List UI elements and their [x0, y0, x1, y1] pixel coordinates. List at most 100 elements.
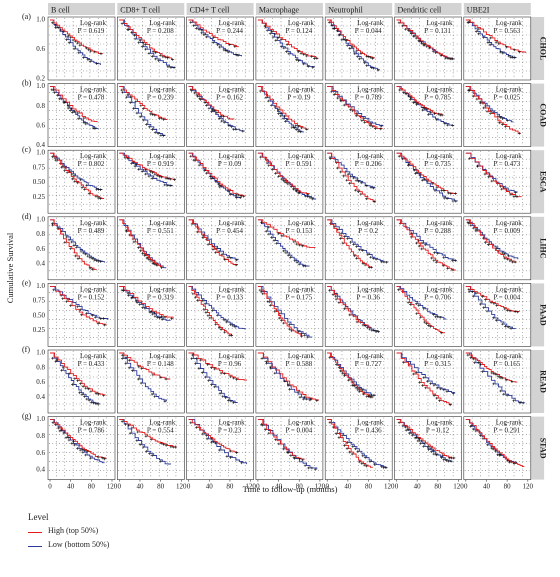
censor-mark: [279, 38, 283, 41]
censor-mark: [287, 52, 291, 56]
censor-mark: [220, 119, 224, 123]
censor-mark: [141, 118, 145, 122]
censor-mark: [94, 392, 98, 395]
y-tick-label: 1.0: [36, 282, 45, 290]
x-tick-label: 40: [483, 483, 491, 491]
censor-mark: [131, 161, 135, 164]
censor-mark: [339, 237, 342, 240]
censor-mark: [96, 402, 100, 406]
censor-mark: [229, 323, 233, 326]
censor-mark: [450, 456, 453, 460]
censor-mark: [404, 428, 408, 432]
censor-mark: [501, 322, 504, 326]
censor-mark: [153, 314, 157, 318]
censor-mark: [367, 55, 371, 59]
censor-mark: [341, 241, 345, 245]
censor-mark: [360, 462, 364, 465]
censor-mark: [260, 357, 264, 360]
censor-mark: [131, 295, 134, 299]
censor-mark: [452, 456, 456, 460]
high-group-curve: [327, 86, 383, 129]
censor-mark: [268, 32, 272, 35]
censor-mark: [423, 320, 426, 324]
censor-mark: [436, 386, 439, 390]
censor-mark: [54, 26, 57, 29]
censor-mark: [82, 56, 85, 59]
test-label: Log-rank: [149, 219, 176, 227]
censor-mark: [96, 455, 100, 459]
censor-mark: [259, 422, 263, 426]
censor-mark: [407, 162, 410, 166]
censor-mark: [429, 446, 433, 450]
censor-mark: [141, 252, 145, 255]
censor-mark: [194, 362, 197, 365]
censor-mark: [222, 48, 226, 52]
censor-mark: [215, 111, 219, 114]
censor-mark: [353, 52, 357, 56]
censor-mark: [355, 55, 359, 58]
censor-mark: [472, 357, 475, 361]
censor-mark: [506, 119, 509, 122]
low-group-curve: [257, 419, 318, 470]
censor-mark: [128, 101, 132, 105]
censor-mark: [429, 110, 433, 114]
censor-mark: [412, 372, 415, 376]
censor-mark: [424, 386, 427, 390]
censor-mark: [357, 179, 360, 183]
censor-mark: [336, 166, 339, 170]
censor-mark: [198, 97, 202, 100]
censor-mark: [61, 297, 65, 300]
censor-mark: [209, 177, 213, 180]
censor-mark: [150, 392, 154, 396]
censor-mark: [369, 56, 373, 59]
censor-mark: [304, 264, 307, 268]
p-value-label: P = 0.563: [493, 27, 520, 35]
censor-mark: [159, 376, 163, 379]
p-value-label: P = 0.004: [285, 427, 312, 435]
censor-mark: [451, 199, 455, 203]
censor-mark: [368, 327, 371, 331]
column-headers: B cell CD8+ T cell CD4+ T cell Macrophage Ne…: [48, 3, 531, 15]
censor-mark: [54, 23, 57, 27]
censor-mark: [161, 55, 165, 59]
censor-mark: [418, 381, 422, 384]
censor-mark: [430, 182, 434, 186]
censor-mark: [446, 123, 449, 127]
censor-mark: [327, 20, 331, 24]
censor-mark: [420, 247, 424, 251]
p-value-label: P = 0.09: [218, 160, 242, 168]
censor-mark: [205, 35, 208, 39]
censor-mark: [149, 170, 152, 173]
censor-mark: [313, 468, 317, 471]
censor-mark: [135, 439, 139, 442]
low-group-curve: [188, 285, 246, 330]
censor-mark: [267, 225, 271, 229]
censor-mark: [173, 178, 176, 182]
censor-mark: [432, 258, 436, 262]
censor-mark: [497, 42, 501, 46]
censor-mark: [472, 427, 475, 431]
censor-mark: [340, 434, 344, 437]
censor-mark: [196, 95, 200, 98]
censor-mark: [67, 372, 71, 375]
censor-mark: [70, 107, 73, 111]
censor-mark: [69, 36, 73, 39]
censor-mark: [200, 28, 204, 32]
censor-mark: [213, 109, 216, 112]
censor-mark: [359, 181, 363, 185]
censor-mark: [353, 254, 356, 258]
censor-mark: [409, 235, 413, 239]
censor-mark: [86, 254, 90, 258]
x-axis-title: Time to follow-up (months): [243, 484, 338, 494]
censor-mark: [414, 172, 417, 175]
censor-mark: [223, 372, 226, 375]
row-letter: (g): [22, 412, 32, 421]
censor-mark: [231, 324, 235, 328]
censor-mark: [374, 257, 378, 261]
row-letter: (c): [22, 145, 31, 154]
